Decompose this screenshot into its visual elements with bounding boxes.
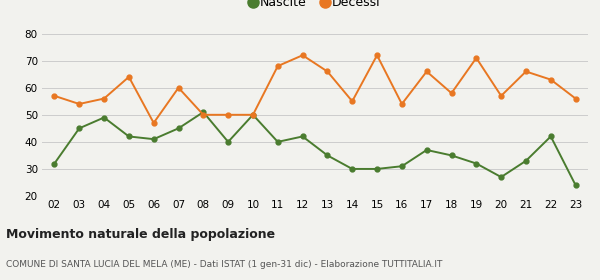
Text: COMUNE DI SANTA LUCIA DEL MELA (ME) - Dati ISTAT (1 gen-31 dic) - Elaborazione T: COMUNE DI SANTA LUCIA DEL MELA (ME) - Da… (6, 260, 442, 269)
Legend: Nascite, Decessi: Nascite, Decessi (245, 0, 385, 14)
Text: Movimento naturale della popolazione: Movimento naturale della popolazione (6, 228, 275, 241)
